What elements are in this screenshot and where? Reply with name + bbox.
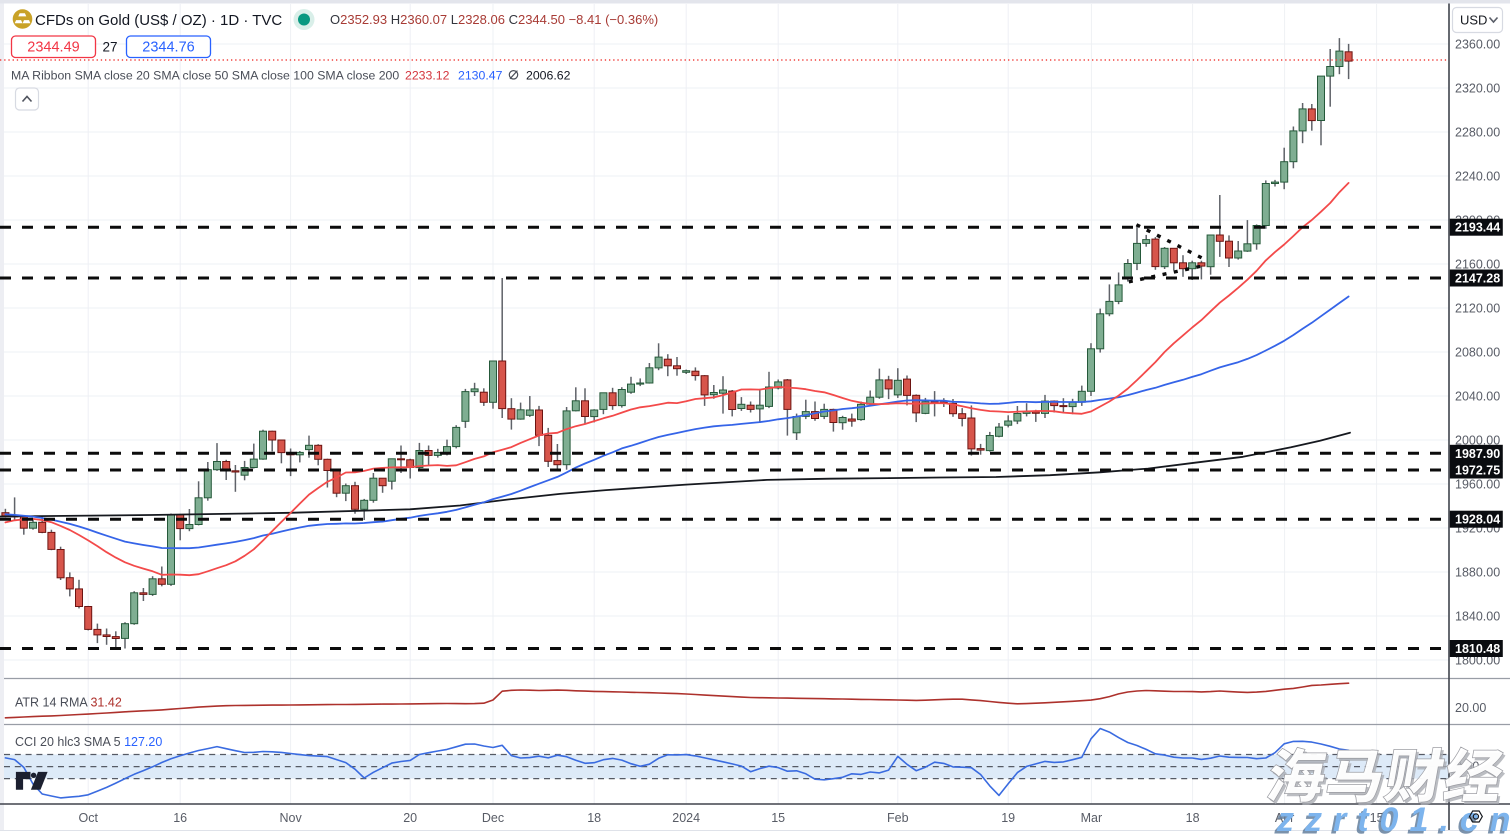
svg-text:1972.75: 1972.75 [1455, 464, 1500, 478]
svg-text:Nov: Nov [279, 811, 302, 825]
svg-text:2320.00: 2320.00 [1455, 81, 1500, 95]
svg-text:2344.76: 2344.76 [142, 40, 194, 56]
svg-text:O2352.93 H2360.07 L2328.06: O2352.93 H2360.07 L2328.06 C2344.50 −8.4… [330, 12, 658, 27]
svg-text:ATR 14 RMA 31.42: ATR 14 RMA 31.42 [15, 696, 122, 710]
svg-text:CFDs on Gold (US$ / OZ) · 1D ·: CFDs on Gold (US$ / OZ) · 1D · TVC [35, 12, 282, 29]
svg-text:2344.49: 2344.49 [27, 40, 79, 56]
svg-text:2040.00: 2040.00 [1455, 389, 1500, 403]
svg-text:1960.00: 1960.00 [1455, 477, 1500, 491]
svg-text:CCI 20 hlc3 SMA 5 127.20: CCI 20 hlc3 SMA 5 127.20 [15, 735, 162, 749]
svg-text:16: 16 [173, 811, 187, 825]
svg-text:27: 27 [102, 40, 117, 55]
svg-text:Dec: Dec [482, 811, 504, 825]
svg-text:2130.47: 2130.47 [458, 69, 503, 83]
svg-text:2024: 2024 [672, 811, 700, 825]
svg-text:15: 15 [771, 811, 785, 825]
svg-text:MA Ribbon SMA close 20 SMA clo: MA Ribbon SMA close 20 SMA close 50 SMA … [11, 69, 399, 83]
svg-text:zzrt01.cn: zzrt01.cn [1276, 801, 1510, 835]
svg-text:2006.62: 2006.62 [526, 69, 571, 83]
svg-text:2160.00: 2160.00 [1455, 257, 1500, 271]
svg-text:Mar: Mar [1081, 811, 1103, 825]
svg-text:2080.00: 2080.00 [1455, 345, 1500, 359]
svg-text:2147.28: 2147.28 [1455, 272, 1500, 286]
svg-text:2240.00: 2240.00 [1455, 169, 1500, 183]
svg-text:1987.90: 1987.90 [1455, 447, 1500, 461]
svg-text:18: 18 [587, 811, 601, 825]
svg-text:2360.00: 2360.00 [1455, 37, 1500, 51]
svg-text:1880.00: 1880.00 [1455, 565, 1500, 579]
svg-text:USD: USD [1460, 13, 1487, 28]
svg-text:20: 20 [403, 811, 417, 825]
svg-text:1840.00: 1840.00 [1455, 609, 1500, 623]
svg-text:Oct: Oct [78, 811, 98, 825]
svg-text:18: 18 [1186, 811, 1200, 825]
svg-text:1928.04: 1928.04 [1455, 513, 1500, 527]
svg-text:19: 19 [1001, 811, 1015, 825]
svg-text:2193.44: 2193.44 [1455, 221, 1500, 235]
svg-text:2120.00: 2120.00 [1455, 301, 1500, 315]
svg-text:Feb: Feb [887, 811, 909, 825]
svg-text:1810.48: 1810.48 [1455, 642, 1500, 656]
svg-text:2233.12: 2233.12 [405, 69, 450, 83]
svg-text:20.00: 20.00 [1455, 701, 1486, 715]
svg-text:2280.00: 2280.00 [1455, 125, 1500, 139]
